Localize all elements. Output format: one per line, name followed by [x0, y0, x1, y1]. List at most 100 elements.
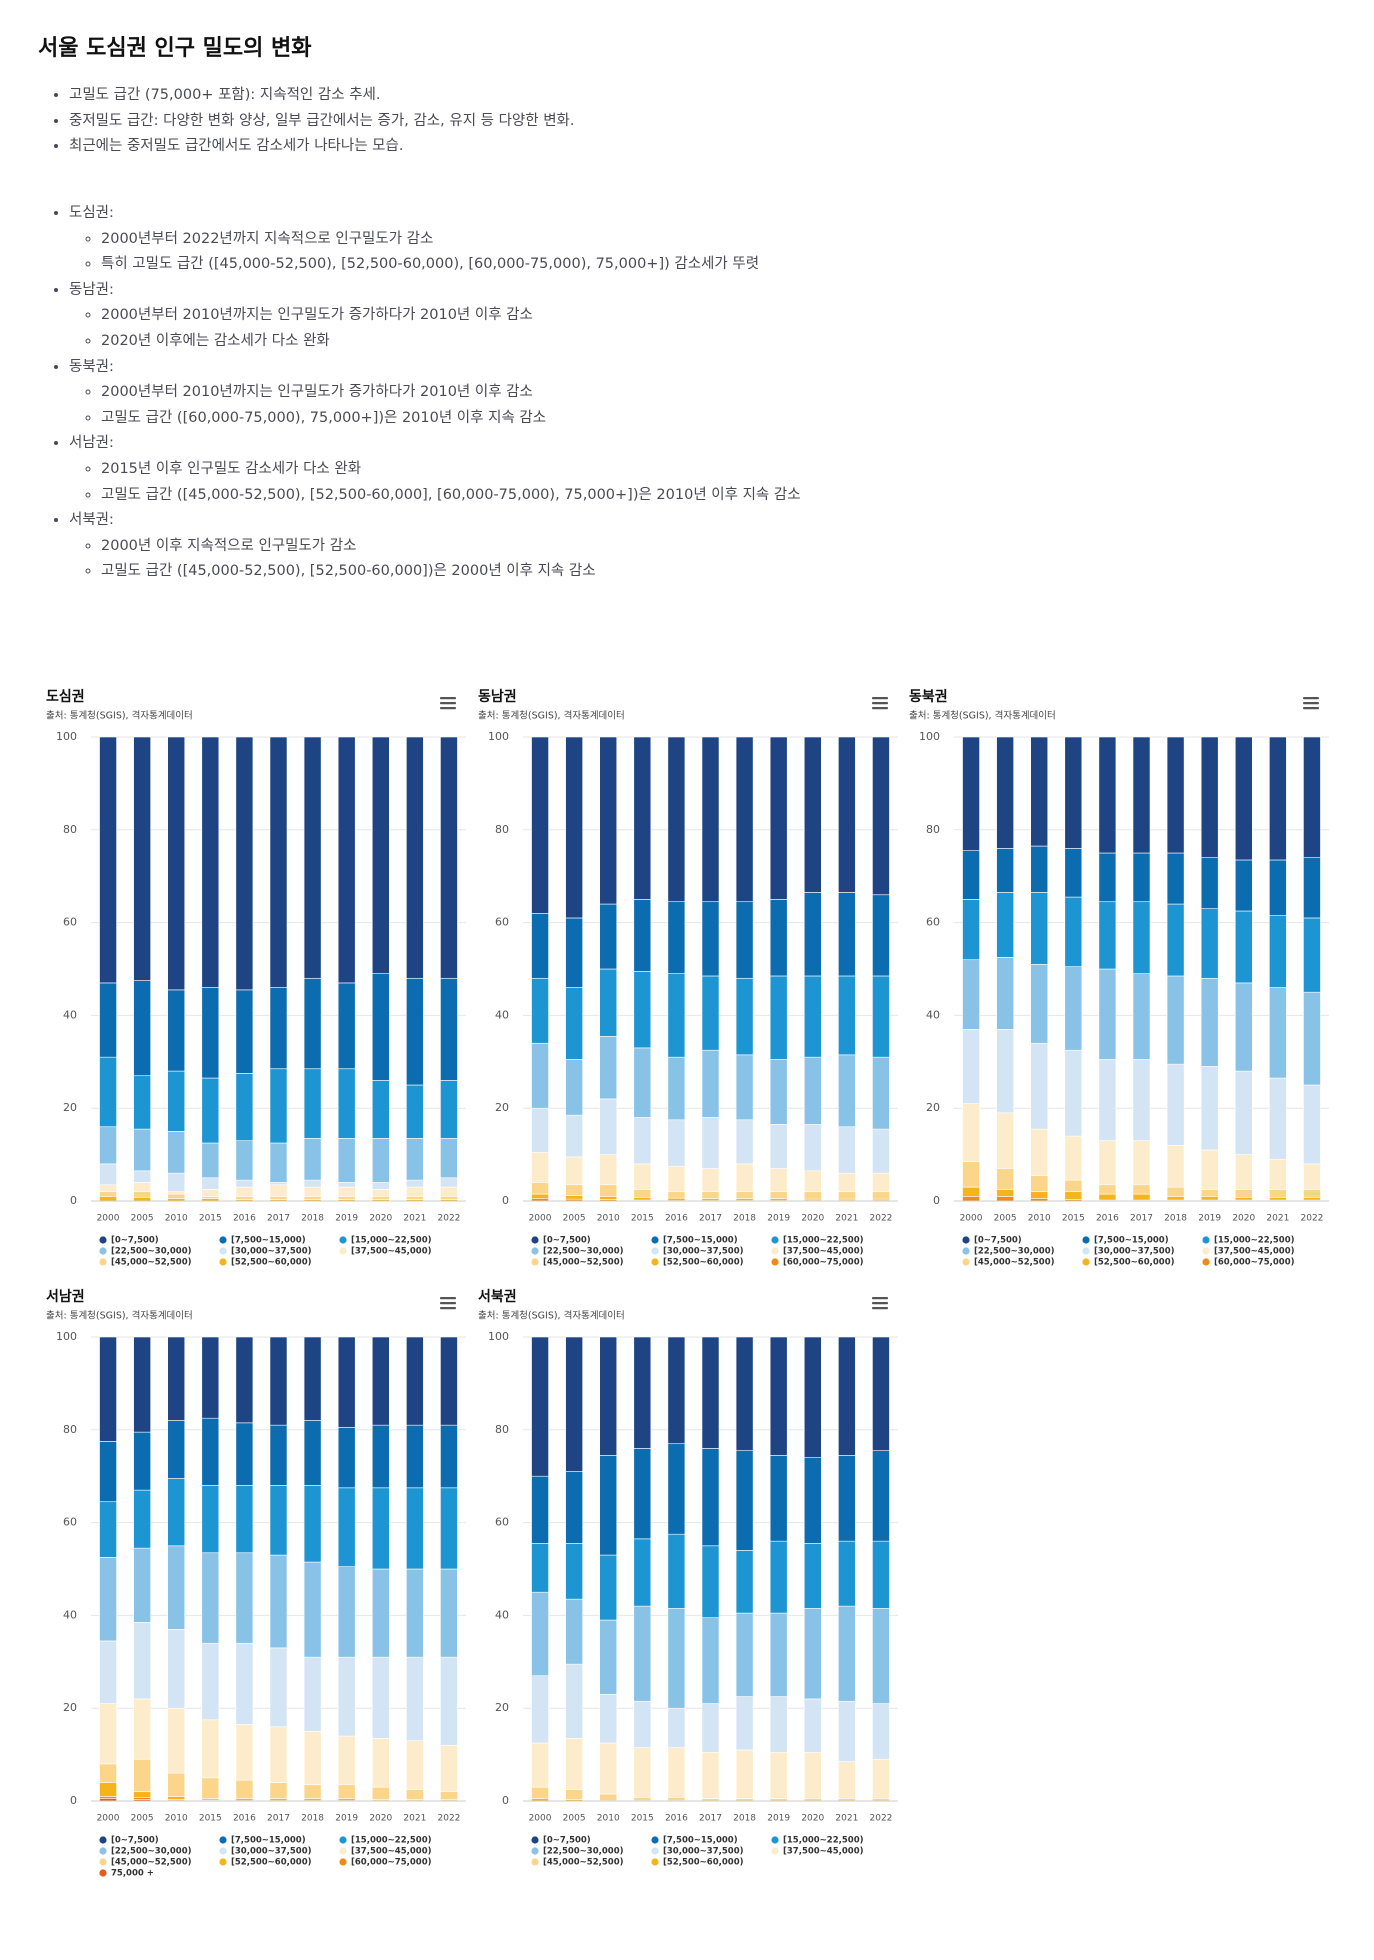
bar-segment — [996, 1189, 1014, 1197]
bar-segment — [701, 1168, 720, 1193]
bar-segment — [269, 1782, 288, 1799]
bar-segment — [667, 1533, 686, 1609]
bar-segment — [1234, 1196, 1253, 1201]
menu-line — [872, 697, 888, 700]
bar-segment — [337, 1656, 356, 1737]
menu-button[interactable] — [436, 691, 460, 713]
legend-marker — [651, 1247, 659, 1255]
legend-label: [30,000~37,500) — [1094, 1247, 1175, 1257]
y-tick-label: 80 — [495, 823, 509, 836]
bar-segment — [1064, 1191, 1083, 1200]
bar-segment — [1132, 736, 1151, 854]
bar-segment — [838, 1540, 856, 1607]
legend-marker — [99, 1869, 107, 1877]
bar-segment — [371, 1786, 390, 1800]
bar-segment — [838, 892, 856, 977]
x-tick-label: 2020 — [369, 1814, 392, 1824]
bar-segment — [337, 1186, 356, 1197]
bar-segment — [371, 1189, 390, 1197]
bar-segment — [1064, 848, 1083, 898]
bar-segment — [201, 1189, 220, 1197]
x-tick-label: 2016 — [665, 1814, 688, 1824]
bar-segment — [633, 1189, 652, 1198]
y-tick-label: 60 — [63, 916, 77, 929]
bar-segment — [99, 1191, 117, 1197]
legend-label: [52,500~60,000) — [1094, 1258, 1175, 1268]
bar-segment — [565, 987, 583, 1060]
bar-segment — [1166, 903, 1185, 977]
bar-segment — [1132, 1193, 1151, 1201]
chart-subtitle: 출처: 통계청(SGIS), 격자통계데이터 — [46, 710, 193, 722]
menu-line — [872, 707, 888, 710]
bar-segment — [133, 1791, 151, 1798]
bar-segment — [303, 1561, 322, 1658]
bar-segment — [803, 892, 822, 977]
bar-segment — [1303, 991, 1321, 1086]
region-point: 2000년부터 2010년까지는 인구밀도가 증가하다가 2010년 이후 감소 — [101, 380, 1269, 406]
legend-label: [15,000~22,500) — [351, 1836, 432, 1846]
bar-segment — [235, 1724, 254, 1781]
menu-button[interactable] — [436, 1291, 460, 1313]
legend-item: [0~7,500) — [531, 1236, 591, 1246]
bar-segment — [667, 901, 686, 974]
region-points: 2000년부터 2010년까지는 인구밀도가 증가하다가 2010년 이후 감소… — [69, 380, 1269, 431]
bar-segment — [667, 736, 686, 903]
region-item: 도심권: 2000년부터 2022년까지 지속적으로 인구밀도가 감소특히 고밀도… — [69, 201, 1269, 278]
bar-segment — [667, 1707, 686, 1748]
legend-marker — [531, 1236, 539, 1244]
region-point: 고밀도 급간 ([45,000-52,500), [52,500-60,000]… — [101, 483, 1269, 509]
region-name: 동남권: — [69, 281, 114, 298]
bar-segment — [1234, 982, 1253, 1072]
legend-label: [37,500~45,000) — [1214, 1247, 1295, 1257]
bar-segment — [99, 1640, 117, 1704]
region-point: 2000년부터 2022년까지 지속적으로 인구밀도가 감소 — [101, 227, 1269, 253]
bar-segment — [531, 1182, 549, 1195]
region-name: 동북권: — [69, 358, 114, 375]
bar-segment — [769, 1059, 788, 1125]
menu-line — [872, 1302, 888, 1305]
legend-item: [45,000~52,500) — [962, 1258, 1055, 1268]
bar-segment — [599, 1035, 618, 1100]
y-tick-label: 60 — [926, 916, 940, 929]
bar-segment — [803, 1336, 822, 1458]
legend-item: [37,500~45,000) — [339, 1247, 432, 1257]
bar-segment — [167, 1796, 186, 1800]
x-tick-label: 2017 — [1130, 1214, 1153, 1224]
x-tick-label: 2010 — [597, 1814, 620, 1824]
chart-subtitle: 출처: 통계청(SGIS), 격자통계데이터 — [46, 1310, 193, 1322]
legend-label: [52,500~60,000) — [231, 1258, 312, 1268]
menu-button[interactable] — [1299, 691, 1323, 713]
legend-marker — [651, 1258, 659, 1266]
bar-segment — [133, 1489, 151, 1549]
region-point: 2020년 이후에는 감소세가 다소 완화 — [101, 329, 1269, 355]
legend-item: [60,000~75,000) — [1202, 1258, 1295, 1268]
legend-marker — [1082, 1258, 1090, 1266]
x-tick-label: 2022 — [870, 1214, 893, 1224]
legend-label: [30,000~37,500) — [231, 1247, 312, 1257]
bar-segment — [1200, 857, 1219, 909]
bar-segment — [701, 1448, 720, 1547]
x-tick-label: 2021 — [835, 1814, 858, 1824]
bar-segment — [303, 1485, 322, 1563]
legend-label: [60,000~75,000) — [783, 1258, 864, 1268]
region-name: 도심권: — [69, 205, 114, 221]
bar-segment — [1303, 1189, 1321, 1198]
bar-segment — [962, 850, 980, 900]
legend-item: [22,500~30,000) — [531, 1247, 624, 1257]
bar-segment — [99, 1796, 117, 1799]
legend-label: [60,000~75,000) — [1214, 1258, 1295, 1268]
menu-button[interactable] — [868, 691, 892, 713]
y-tick-label: 80 — [63, 823, 77, 836]
bar-segment — [440, 1138, 458, 1179]
legend-item: [52,500~60,000) — [219, 1858, 312, 1868]
menu-button[interactable] — [868, 1291, 892, 1313]
bar-segment — [1098, 1059, 1117, 1141]
bar-segment — [599, 1336, 618, 1456]
bar-segment — [1132, 901, 1151, 974]
legend-item: [22,500~30,000) — [99, 1847, 192, 1857]
legend-label: [37,500~45,000) — [351, 1247, 432, 1257]
bar-segment — [1234, 1070, 1253, 1155]
bar-segment — [962, 1029, 980, 1104]
bar-segment — [996, 848, 1014, 893]
